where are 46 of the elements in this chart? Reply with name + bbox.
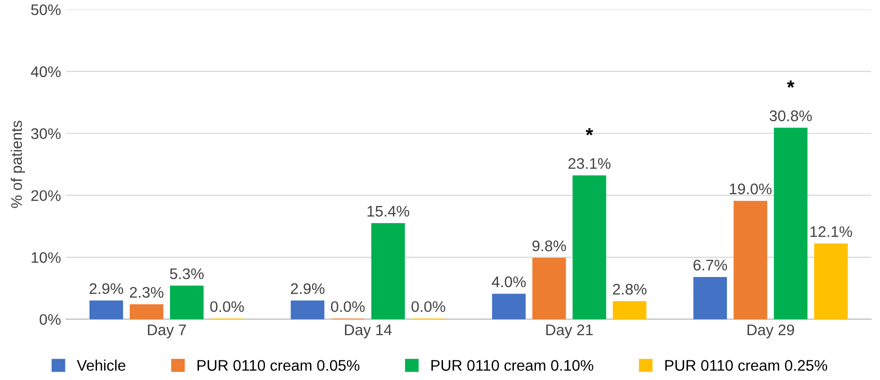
bar (290, 300, 324, 320)
legend-label: PUR 0110 cream 0.10% (431, 360, 594, 371)
data-label: 15.4% (368, 206, 410, 217)
data-label: 0.0% (412, 301, 446, 312)
data-label: 5.3% (170, 268, 204, 280)
y-tick-label: 10% (32, 252, 61, 263)
annotation: * (786, 80, 794, 88)
bar (814, 244, 848, 320)
x-tick-label: Day 14 (345, 324, 392, 338)
y-tick-label: 0% (40, 314, 61, 325)
y-axis-title: % of patients (10, 120, 26, 208)
y-tick-label: 40% (30, 66, 61, 78)
bar (170, 286, 204, 320)
bar (774, 128, 808, 320)
data-label: 4.0% (492, 276, 526, 288)
legend-label: Vehicle (76, 360, 126, 371)
x-tick-label: Day 29 (748, 324, 794, 338)
data-label: 9.8% (532, 240, 566, 252)
data-label: 2.3% (130, 286, 164, 298)
bar (130, 304, 164, 320)
bar (572, 175, 606, 320)
legend-label: PUR 0110 cream 0.25% (665, 360, 828, 371)
y-tick-label: 20% (31, 190, 61, 202)
data-label: 2.9% (90, 283, 124, 294)
data-label: 2.8% (613, 284, 647, 295)
bar (612, 301, 646, 320)
bar (734, 200, 768, 320)
y-tick-label: 50% (31, 4, 61, 16)
legend-label: PUR 0110 cream 0.05% (198, 360, 360, 371)
bar (371, 223, 405, 320)
data-label: 30.8% (770, 110, 812, 122)
bar (89, 300, 124, 320)
data-label: 0.0% (210, 301, 244, 312)
data-label: 19.0% (730, 184, 772, 194)
annotation: * (586, 128, 594, 136)
y-tick-label: 30% (31, 128, 61, 140)
bar (532, 258, 566, 320)
data-label: 6.7% (694, 260, 728, 271)
bar (693, 277, 727, 320)
data-label: 2.9% (290, 283, 324, 294)
x-tick-label: Day 7 (148, 324, 186, 338)
data-label: 0.0% (331, 301, 365, 312)
bar (492, 294, 526, 320)
data-label: 23.1% (568, 158, 610, 169)
data-label: 12.1% (810, 226, 852, 238)
x-tick-label: Day 21 (546, 324, 593, 338)
